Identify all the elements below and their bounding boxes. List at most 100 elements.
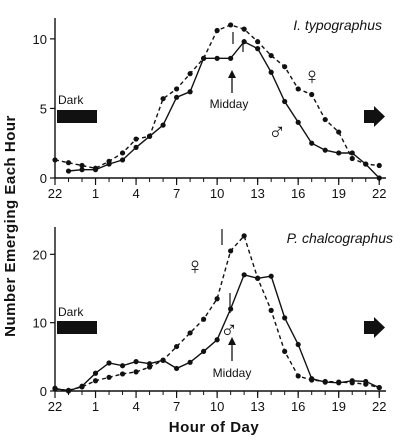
female-data-point — [268, 307, 274, 313]
female-data-point — [187, 71, 193, 77]
female-data-point — [187, 330, 193, 336]
dark-bar — [57, 110, 97, 123]
male-data-point — [282, 315, 288, 321]
x-tick-label: 1 — [92, 399, 99, 414]
female-data-point — [228, 248, 234, 254]
x-axis-title: Hour of Day — [169, 419, 260, 436]
y-tick-label: 20 — [33, 247, 47, 262]
female-data-point — [295, 373, 301, 379]
female-data-point — [106, 374, 112, 380]
female-data-point — [52, 157, 58, 163]
y-tick-label: 0 — [40, 171, 47, 186]
male-data-point — [52, 385, 58, 391]
male-data-point — [65, 388, 72, 394]
female-data-point — [309, 91, 315, 98]
male-data-point — [79, 167, 85, 173]
x-tick-label: 13 — [250, 186, 264, 201]
female-data-point — [282, 348, 288, 354]
male-data-point — [241, 272, 247, 278]
panel-title: P. chalcographus — [287, 230, 393, 246]
male-data-point — [322, 147, 328, 153]
male-data-point — [295, 119, 301, 125]
male-data-point — [336, 380, 342, 386]
male-data-point — [241, 39, 247, 45]
x-tick-label: 22 — [372, 399, 386, 414]
x-tick-label: 7 — [173, 186, 180, 201]
female-data-point — [214, 27, 220, 34]
y-tick-label: 5 — [40, 101, 47, 116]
dark-arrow-icon — [364, 317, 385, 338]
male-data-point — [133, 144, 139, 150]
male-symbol: ♂ — [268, 119, 286, 146]
female-data-point — [65, 160, 72, 166]
female-data-point — [295, 86, 301, 92]
male-data-point — [106, 360, 112, 366]
male-data-point — [228, 306, 234, 312]
male-data-point — [214, 337, 220, 343]
midday-label: Midday — [213, 366, 252, 380]
female-data-point — [268, 52, 274, 59]
female-data-point — [228, 22, 234, 28]
female-data-point — [133, 369, 139, 375]
male-data-point — [376, 175, 382, 181]
male-data-point — [119, 157, 126, 163]
male-data-point — [376, 384, 382, 391]
dark-arrow-icon — [364, 106, 385, 127]
female-data-point — [119, 150, 126, 156]
dark-label: Dark — [58, 305, 84, 319]
female-data-point — [214, 296, 220, 302]
male-data-point — [92, 370, 99, 376]
male-data-point — [119, 363, 126, 369]
male-data-point — [255, 46, 261, 52]
male-data-point — [363, 378, 369, 385]
female-data-point — [282, 64, 288, 70]
female-data-point — [349, 155, 355, 162]
male-data-point — [187, 89, 193, 95]
male-data-point — [309, 140, 315, 146]
male-data-point — [228, 55, 234, 61]
x-tick-label: 13 — [250, 399, 264, 414]
male-data-point — [160, 122, 166, 128]
x-tick-label: 22 — [372, 186, 386, 201]
y-tick-label: 0 — [40, 384, 47, 399]
female-symbol: ♀ — [186, 253, 204, 280]
male-data-point — [268, 273, 274, 279]
x-tick-label: 16 — [291, 186, 305, 201]
y-tick-label: 10 — [33, 32, 47, 47]
female-data-point — [173, 86, 180, 92]
male-symbol: ♂ — [220, 317, 238, 344]
male-data-point — [322, 379, 328, 385]
midday-label: Midday — [210, 97, 249, 111]
male-data-point — [133, 359, 139, 365]
x-tick-label: 16 — [291, 399, 305, 414]
female-data-point — [79, 162, 85, 169]
female-data-point — [201, 316, 207, 322]
male-data-point — [336, 150, 342, 156]
male-data-point — [255, 275, 261, 281]
x-tick-label: 10 — [210, 399, 224, 414]
y-tick-label: 10 — [33, 316, 47, 331]
male-data-point — [201, 55, 207, 61]
male-data-point — [65, 168, 72, 174]
male-data-point — [309, 376, 315, 382]
female-data-point — [173, 343, 180, 350]
female-symbol: ♀ — [303, 63, 321, 90]
male-data-point — [349, 378, 355, 384]
male-data-point — [92, 167, 99, 173]
panel-title: I. typographus — [293, 17, 382, 33]
x-tick-label: 4 — [132, 186, 139, 201]
x-tick-label: 22 — [48, 399, 62, 414]
female-data-point — [160, 96, 166, 102]
male-data-point — [214, 55, 220, 61]
female-data-point — [336, 129, 342, 135]
female-data-point — [322, 116, 328, 123]
male-data-point — [173, 94, 180, 100]
male-data-point — [79, 383, 85, 389]
dark-bar — [57, 321, 97, 334]
x-tick-label: 10 — [210, 186, 224, 201]
male-data-point — [146, 133, 153, 139]
female-data-point — [376, 162, 382, 169]
male-data-point — [146, 361, 153, 367]
